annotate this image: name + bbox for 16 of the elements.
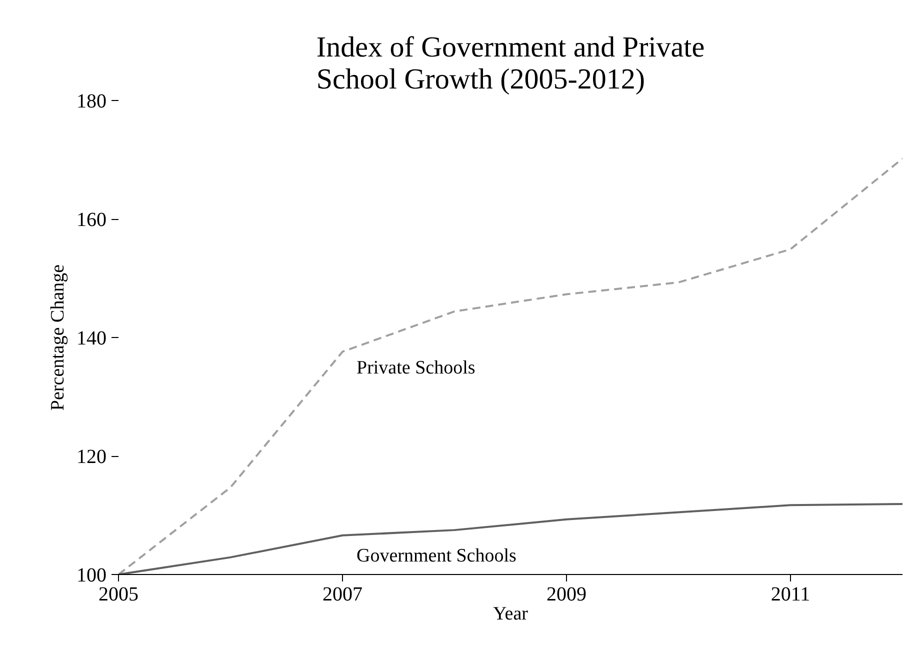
y-tick-label: 140 (76, 328, 106, 350)
x-axis-title: Year (492, 604, 529, 624)
chart-title: Index of Government and Private School Growth (2005-2012) (316, 32, 705, 96)
y-axis-title: Percentage Change (48, 264, 68, 411)
y-tick-label: 120 (76, 446, 106, 468)
x-tick-label: 2009 (546, 584, 586, 606)
x-tick-label: 2011 (770, 584, 810, 606)
line-series (118, 502, 902, 574)
y-tick-label: 160 (76, 209, 106, 231)
y-tick-label: 180 (76, 90, 106, 112)
series-label: Private Schools (356, 358, 476, 379)
series-label: Government Schools (356, 545, 516, 566)
x-tick-label: 2007 (322, 584, 362, 606)
y-tick-label: 100 (76, 564, 106, 586)
line-series (118, 158, 902, 574)
x-tick-label: 2005 (98, 584, 138, 606)
